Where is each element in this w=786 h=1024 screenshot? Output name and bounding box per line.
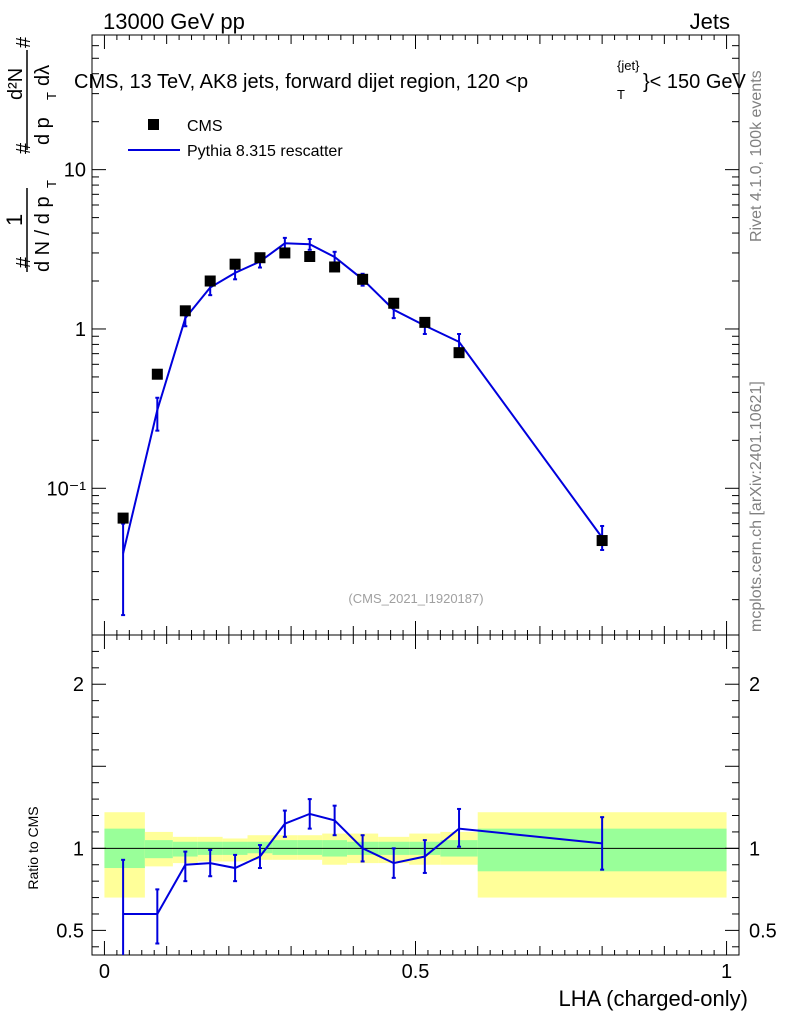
cms-data-point bbox=[279, 247, 291, 259]
ratio-y-tick-label-left: 0.5 bbox=[56, 920, 84, 942]
ratio-y-tick-label-left: 2 bbox=[73, 674, 84, 696]
cms-data-point bbox=[204, 275, 216, 287]
title-post: }< 150 GeV bbox=[643, 71, 747, 93]
main-y-tick-label: 10 bbox=[64, 160, 86, 182]
pythia-line bbox=[122, 242, 603, 554]
ratio-y-tick-label-right: 1 bbox=[749, 838, 760, 860]
ratio-inner-band bbox=[297, 840, 323, 855]
rivet-label: Rivet 4.1.0, 100k events bbox=[748, 70, 765, 242]
header-right: Jets bbox=[690, 9, 730, 34]
ratio-line bbox=[123, 812, 603, 915]
main-title: CMS, 13 TeV, AK8 jets, forward dijet reg… bbox=[74, 58, 747, 102]
ratio-inner-band bbox=[272, 840, 298, 855]
title-sup: {jet} bbox=[617, 58, 640, 73]
ratio-inner-band bbox=[144, 840, 173, 859]
ratio-y-tick-label-left: 1 bbox=[73, 838, 84, 860]
cms-data-point bbox=[179, 305, 191, 317]
legend-label-pythia: Pythia 8.315 rescatter bbox=[187, 143, 343, 160]
ratio-inner-band bbox=[172, 841, 198, 857]
ylabel-hash-1: # bbox=[13, 256, 35, 268]
ratio-plot-data bbox=[121, 798, 605, 955]
cms-data-point bbox=[388, 297, 400, 309]
ylabel-hash-2: # bbox=[13, 142, 35, 154]
x-tick-label: 0 bbox=[99, 961, 110, 983]
x-tick-label: 1 bbox=[721, 961, 732, 983]
ratio-uncertainty-bands bbox=[92, 812, 739, 898]
cms-data-point bbox=[453, 347, 465, 359]
main-y-tick-label: 10⁻¹ bbox=[47, 478, 87, 500]
ylabel-dp-sub: T bbox=[44, 92, 59, 100]
mcplots-label: mcplots.cern.ch [arXiv:2401.10621] bbox=[748, 381, 765, 632]
title-pre: CMS, 13 TeV, AK8 jets, forward dijet reg… bbox=[74, 71, 528, 93]
main-ylabel: # 1 d N / d p T # d²N d p T dλ # bbox=[2, 36, 59, 272]
ylabel-denominator-sub: T bbox=[44, 180, 59, 188]
axis-ticks bbox=[92, 34, 739, 955]
ylabel-denominator: d N / d p bbox=[32, 196, 54, 272]
ylabel-dlambda: dλ bbox=[32, 65, 54, 86]
legend-label-cms: CMS bbox=[187, 118, 223, 135]
cms-data-point bbox=[329, 261, 341, 273]
ratio-plot-frame bbox=[91, 634, 740, 956]
ratio-ylabel: Ratio to CMS bbox=[25, 806, 41, 889]
cms-data-point bbox=[596, 535, 608, 547]
ratio-y-tick-label-right: 2 bbox=[749, 674, 760, 696]
cms-data-point bbox=[419, 316, 431, 328]
main-y-tick-label: 1 bbox=[75, 319, 86, 341]
header-left: 13000 GeV pp bbox=[103, 9, 245, 34]
legend-marker-cms bbox=[148, 119, 159, 130]
cms-data-point bbox=[229, 258, 241, 270]
main-plot-data bbox=[117, 236, 608, 617]
cms-data-point bbox=[357, 273, 369, 285]
ylabel-dp: d p bbox=[32, 117, 54, 145]
tick-labels: 0 0.5 1 10 1 10⁻¹ 2 2 1 1 0.5 0.5 bbox=[47, 160, 777, 983]
legend: CMS Pythia 8.315 rescatter bbox=[128, 118, 343, 160]
cms-data-point bbox=[151, 368, 163, 380]
cms-data-point bbox=[254, 252, 266, 264]
cms-data-point bbox=[304, 251, 316, 263]
cms-data-point bbox=[117, 512, 129, 524]
ylabel-hash-3: # bbox=[13, 36, 35, 48]
analysis-watermark: (CMS_2021_I1920187) bbox=[348, 591, 483, 606]
x-tick-label: 0.5 bbox=[402, 961, 430, 983]
ylabel-d2n: d²N bbox=[5, 68, 27, 100]
xlabel: LHA (charged-only) bbox=[558, 986, 748, 1011]
title-sub: T bbox=[617, 87, 625, 102]
ratio-y-tick-label-right: 0.5 bbox=[749, 920, 777, 942]
ylabel-one: 1 bbox=[2, 214, 27, 226]
